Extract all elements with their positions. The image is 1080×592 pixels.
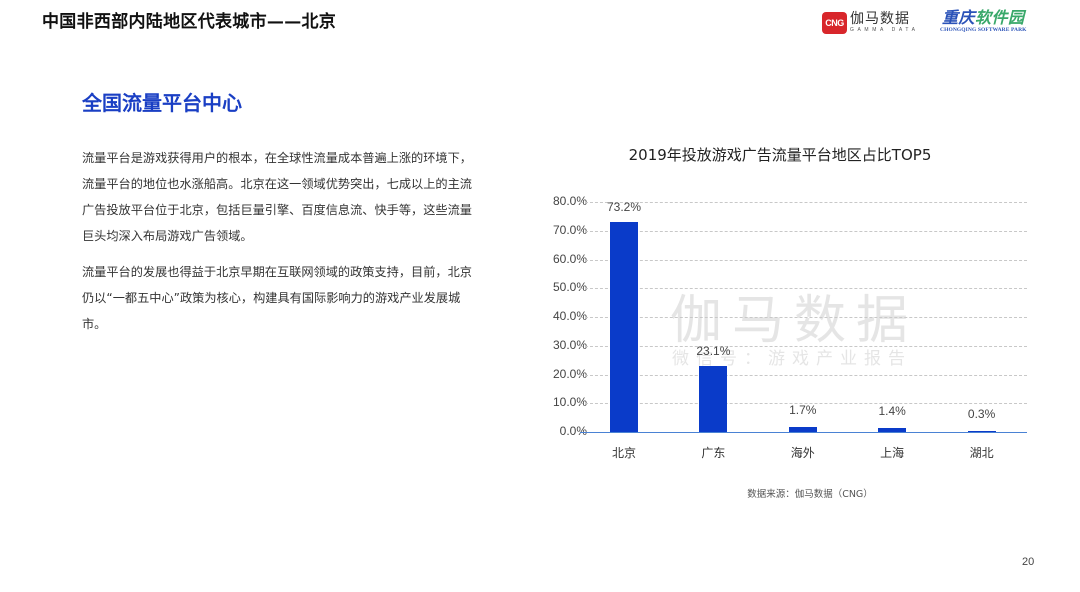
y-axis-tick-label: 0.0% [559,424,587,438]
watermark-main: 伽马数据 [670,291,919,351]
y-axis-tick-label: 10.0% [552,395,587,410]
gridline [580,230,1027,232]
gridline [580,288,1027,290]
bar-1 [699,365,728,432]
x-axis-line [580,432,1027,433]
cqsp-name-cn: 重庆软件园 [942,8,1025,27]
cqsp-name-en: CHONGQING SOFTWARE PARK [940,27,1027,33]
chart-source-note: 数据来源：伽马数据（CNG） [747,489,873,500]
bar-value-label: 23.1% [696,343,731,358]
x-axis-category-label: 北京 [611,446,636,460]
bar-chart: 伽马数据 微信号：游戏产业报告 80.0% 70.0% 60.0% 50.0% 40.0… [520,190,1040,470]
y-axis-tick-label: 60.0% [552,251,587,266]
x-axis-category-label: 湖北 [969,446,994,460]
bar-4 [967,431,996,432]
x-axis-category-label: 上海 [880,446,905,460]
y-axis-tick-label: 70.0% [552,222,587,237]
gridline [580,202,1027,203]
gridline [580,374,1027,376]
chart-title: 2019年投放游戏广告流量平台地区占比TOP5 [628,146,932,164]
y-axis-tick-label: 20.0% [552,366,587,381]
body-paragraph-1: 流量平台是游戏获得用户的根本，在全球性流量成本普遍上涨的环境下，流量平台的地位也… [82,151,472,243]
y-axis-tick-label: 30.0% [552,337,587,352]
gamma-data-name-en: GAMMA DATA [850,27,919,33]
page-number: 20 [1022,556,1035,568]
gridline [580,259,1027,261]
bar-value-label: 0.3% [967,407,996,422]
x-axis-category-label: 广东 [701,446,726,460]
gridline [580,403,1027,405]
y-axis-tick-label: 50.0% [552,280,587,295]
bar-3 [878,427,907,432]
bar-value-label: 1.4% [878,403,906,418]
page-header-title: 中国非西部内陆地区代表城市——北京 [42,12,337,32]
body-paragraph-2: 流量平台的发展也得益于北京早期在互联网领域的政策支持，目前，北京仍以“一都五中心… [82,265,472,331]
gamma-data-name-cn: 伽马数据 [850,11,910,27]
y-axis-tick-label: 80.0% [552,194,587,208]
gamma-data-logo: CNG 伽马数据 GAMMA DATA [822,10,919,36]
chongqing-software-park-logo: 重庆软件园 CHONGQING SOFTWARE PARK [940,9,1027,34]
bar-value-label: 73.2% [606,199,642,214]
bar-0 [610,221,638,432]
bar-2 [788,427,817,432]
gridline [580,317,1027,318]
x-axis-category-label: 海外 [790,446,815,460]
section-title: 全国流量平台中心 [82,91,242,115]
gridline [580,345,1027,347]
bar-value-label: 1.7% [789,403,817,418]
cng-logo-icon: CNG [822,12,847,34]
y-axis-tick-label: 40.0% [552,309,587,323]
